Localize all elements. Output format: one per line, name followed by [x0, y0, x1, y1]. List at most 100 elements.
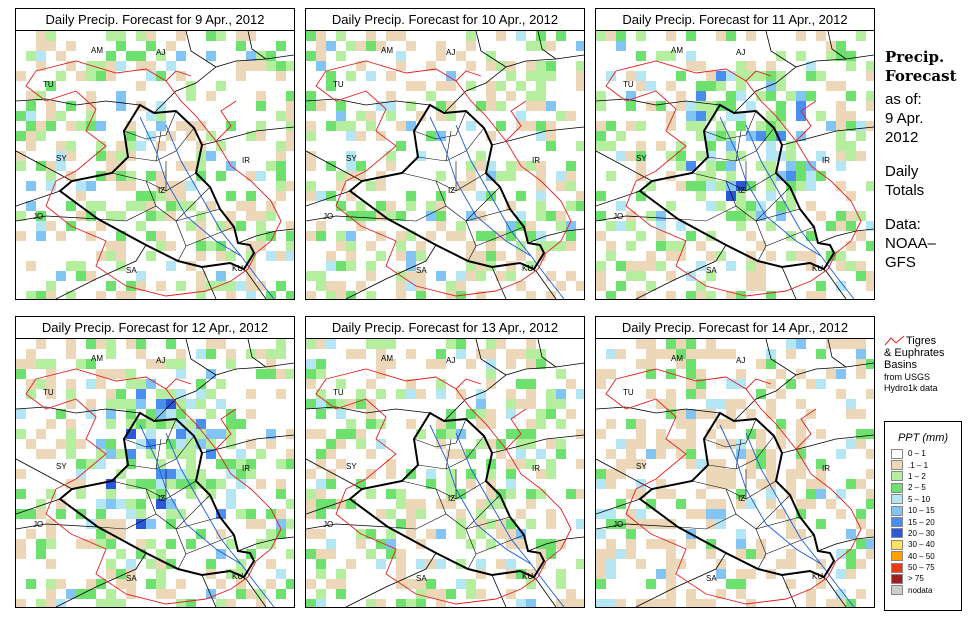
rain-cell	[576, 281, 584, 291]
legend-item: 2 – 5	[891, 482, 961, 493]
rain-cell	[476, 569, 486, 579]
rain-cell	[306, 31, 316, 41]
rain-cell	[146, 419, 156, 429]
rain-cell	[286, 241, 294, 251]
rain-cell	[716, 479, 726, 489]
province-border	[691, 480, 777, 500]
rain-cell	[676, 449, 686, 459]
rain-cell	[306, 529, 316, 539]
rain-cell	[656, 569, 666, 579]
rain-cell	[366, 529, 376, 539]
country-label-sa: SA	[126, 266, 137, 275]
country-label-sa: SA	[416, 266, 427, 275]
rain-cell	[176, 201, 186, 211]
basin-outline	[745, 70, 772, 82]
rain-cell	[236, 479, 246, 489]
rain-cell	[326, 41, 336, 51]
legend-item: 30 – 40	[891, 539, 961, 550]
rain-cell	[116, 519, 126, 529]
legend-item: 40 – 50	[891, 551, 961, 562]
rain-cell	[766, 81, 776, 91]
rain-cell	[596, 231, 606, 241]
rain-cell	[646, 349, 656, 359]
rain-cell	[266, 161, 276, 171]
rain-cell	[486, 61, 496, 71]
river	[719, 116, 822, 257]
rain-cell	[676, 559, 686, 569]
rain-cell	[36, 499, 46, 509]
rain-cell	[516, 241, 526, 251]
rain-cell	[606, 71, 616, 81]
rain-cell	[436, 211, 446, 221]
rain-cell	[506, 231, 516, 241]
rain-cell	[526, 439, 536, 449]
rain-cell	[386, 101, 396, 111]
rain-cell	[476, 499, 486, 509]
rain-cell	[116, 211, 126, 221]
rain-cell	[16, 429, 26, 439]
legend-label: .1 – 1	[908, 460, 929, 470]
rain-cell	[226, 291, 236, 299]
rain-cell	[456, 529, 466, 539]
rain-cell	[96, 449, 106, 459]
rain-cell	[46, 599, 56, 607]
country-border	[596, 190, 641, 207]
rain-cell	[686, 61, 696, 71]
rain-cell	[706, 469, 716, 479]
rain-cell	[366, 469, 376, 479]
rain-cell	[306, 101, 316, 111]
country-label-aj: AJ	[156, 356, 165, 365]
rain-cell	[486, 171, 496, 181]
country-border	[306, 190, 351, 207]
rain-cell	[816, 171, 826, 181]
rain-cell	[366, 419, 376, 429]
rain-cell	[16, 161, 26, 171]
rain-cell	[646, 499, 656, 509]
rain-cell	[366, 241, 376, 251]
basin-outline	[335, 180, 539, 297]
rain-cell	[306, 231, 316, 241]
rain-cell	[336, 379, 346, 389]
rain-cell	[536, 131, 546, 141]
rain-cell	[546, 409, 556, 419]
rain-cell	[136, 61, 146, 71]
rain-cell	[726, 261, 736, 271]
asof-year: 2012	[885, 129, 919, 146]
rain-cell	[616, 31, 626, 41]
rain-cell	[456, 519, 466, 529]
rain-cell	[786, 181, 796, 191]
rain-cell	[156, 549, 166, 559]
rain-cell	[456, 579, 466, 589]
rain-cell	[696, 261, 706, 271]
rain-cell	[46, 281, 56, 291]
rain-cell	[606, 221, 616, 231]
rain-cell	[276, 161, 286, 171]
rain-cell	[216, 171, 226, 181]
rain-cell	[536, 191, 546, 201]
country-label-aj: AJ	[736, 356, 745, 365]
rain-cell	[266, 529, 276, 539]
rain-cell	[846, 439, 856, 449]
rain-cell	[106, 369, 116, 379]
rain-cell	[246, 61, 256, 71]
rain-cell	[226, 569, 236, 579]
rain-cell	[206, 241, 216, 251]
rain-cell	[606, 509, 616, 519]
rain-cell	[636, 509, 646, 519]
rain-cell	[736, 569, 746, 579]
rain-cell	[456, 51, 466, 61]
rain-cell	[386, 529, 396, 539]
rain-cell	[86, 111, 96, 121]
rain-cell	[816, 31, 826, 41]
rain-cell	[606, 141, 616, 151]
country-border	[306, 98, 431, 106]
rain-cell	[386, 549, 396, 559]
rain-cell	[46, 559, 56, 569]
rain-cell	[346, 261, 356, 271]
rain-cell	[336, 201, 346, 211]
rain-cell	[466, 579, 476, 589]
rain-cell	[146, 489, 156, 499]
rain-cell	[426, 211, 436, 221]
rain-cell	[116, 171, 126, 181]
rain-cell	[606, 569, 616, 579]
